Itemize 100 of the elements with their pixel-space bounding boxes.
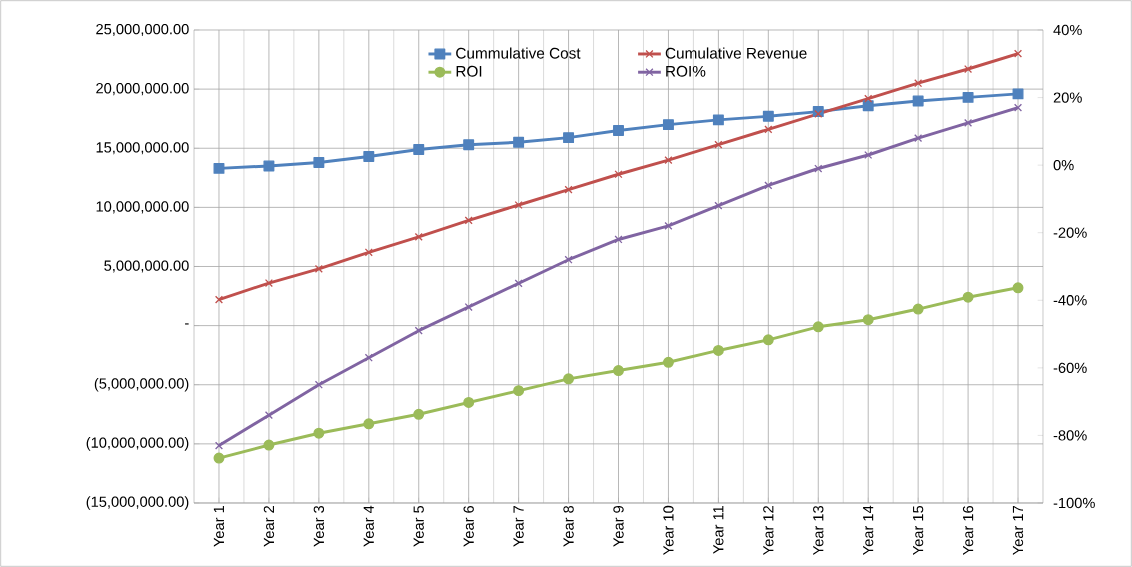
point [363,418,375,430]
y2-tick-label: -80% [1053,430,1087,441]
point [862,100,874,112]
point [1013,103,1023,112]
point [614,235,623,244]
point [664,156,673,165]
y2-tick-label: -20% [1053,227,1087,238]
y2-tick-label: -40% [1053,295,1087,306]
point [314,264,323,273]
point [413,408,425,420]
y-tick-label: 10,000,000.00 [96,201,189,214]
point [413,143,425,155]
y-tick-label: 20,000,000.00 [96,83,189,96]
point [414,232,423,241]
point [213,162,225,174]
point [564,255,573,264]
x-tick-label: Year 13 [813,505,824,555]
legend-label: ROI [456,65,482,77]
point [264,411,273,420]
point [1012,88,1024,100]
x-tick-label: Year 7 [513,505,524,547]
point [712,114,724,126]
legend-label: ROI% [666,65,706,77]
point [714,140,723,149]
x-tick-label: Year 1 [213,505,225,547]
point [214,441,224,450]
x-tick-label: Year 5 [413,505,424,547]
point [564,185,573,194]
point [214,295,224,304]
point [513,385,525,397]
point [662,356,674,368]
y-tick-label: (5,000,000.00) [94,377,189,392]
y-tick-label: 5,000,000.00 [104,260,189,273]
point [962,291,974,303]
point [764,125,773,134]
y2-tick-label: -60% [1053,362,1087,374]
point [563,132,575,144]
point [463,139,475,151]
point [464,216,473,225]
x-tick-label: Year 14 [863,505,874,555]
y2-tick-label: 40% [1053,24,1082,36]
x-tick-label: Year 17 [1012,505,1024,555]
x-tick-label: Year 2 [263,505,275,547]
point [513,136,525,148]
point [864,94,873,103]
point [213,452,225,464]
y-tick-label: 25,000,000.00 [96,23,189,37]
y-tick-label: (15,000,000.00) [86,496,189,510]
y2-tick-label: 0% [1053,159,1074,171]
point [964,118,973,127]
x-tick-label: Year 6 [463,505,474,547]
point [464,302,473,312]
x-tick-label: Year 3 [313,505,325,547]
point [514,200,523,210]
point [664,221,673,231]
point [762,110,774,122]
y-tick-label: - [185,323,189,325]
point [764,181,773,190]
y2-tick-label: -100% [1053,497,1095,509]
x-tick-label: Year 12 [763,505,774,555]
y-tick-label: (10,000,000.00) [86,437,189,451]
point [964,64,973,74]
point [364,353,373,362]
legend-label: Cummulative Cost [456,47,581,59]
point [914,79,923,88]
point [263,160,275,172]
point [864,150,873,160]
x-tick-label: Year 8 [563,505,574,547]
point [712,344,724,356]
point [862,314,874,326]
x-tick-label: Year 11 [713,505,724,554]
point [814,164,823,173]
point [563,373,575,385]
point [662,119,674,131]
point [613,365,624,377]
point [762,334,774,346]
point [962,91,974,103]
point [1012,282,1024,294]
point [914,134,923,143]
y-tick-label: 15,000,000.00 [96,142,189,155]
point [264,278,273,288]
point [314,380,323,389]
point [363,151,375,162]
point [714,201,723,210]
y2-tick-label: 20% [1053,92,1082,103]
point [912,95,924,107]
point [614,170,623,179]
x-tick-label: Year 9 [613,505,624,547]
point [812,321,824,333]
legend-label: Cumulative Revenue [665,47,807,59]
x-tick-label: Year 4 [363,505,374,547]
point [263,439,275,451]
point [463,397,475,408]
point [313,156,325,168]
point [613,125,624,136]
point [364,248,373,257]
point [1013,49,1023,58]
x-tick-label: Year 16 [962,505,974,555]
point [414,326,423,335]
x-tick-label: Year 10 [663,505,674,555]
